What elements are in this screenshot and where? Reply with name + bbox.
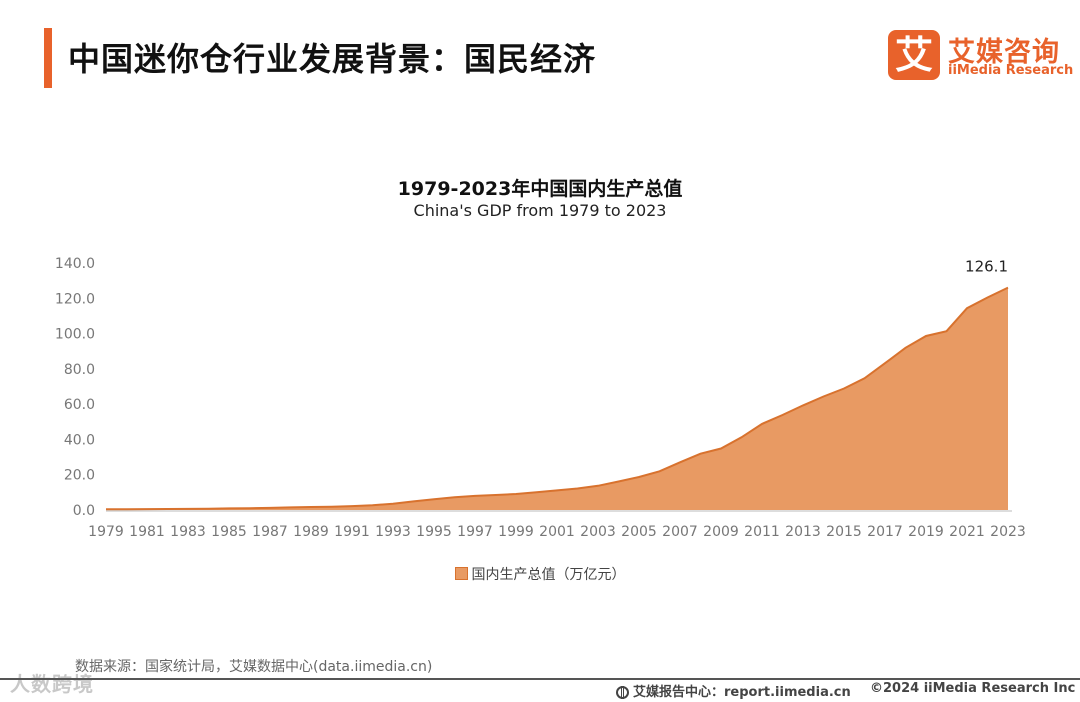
globe-icon bbox=[616, 686, 629, 699]
chart-title: 1979-2023年中国国内生产总值 bbox=[397, 178, 683, 200]
x-tick-label: 1979 bbox=[88, 524, 124, 540]
title-accent-bar bbox=[44, 28, 52, 88]
y-tick-label: 140.0 bbox=[55, 256, 95, 272]
y-tick-label: 120.0 bbox=[55, 291, 95, 307]
legend-swatch bbox=[454, 567, 468, 580]
x-tick-label: 2003 bbox=[580, 524, 616, 540]
x-tick-label: 1991 bbox=[334, 524, 370, 540]
x-tick-label: 1997 bbox=[457, 524, 493, 540]
x-tick-label: 2009 bbox=[703, 524, 739, 540]
x-tick-label: 2001 bbox=[539, 524, 575, 540]
x-tick-label: 1989 bbox=[293, 524, 329, 540]
gdp-area bbox=[106, 287, 1008, 510]
x-tick-label: 1995 bbox=[416, 524, 452, 540]
gdp-line bbox=[105, 286, 1009, 511]
legend-label: 国内生产总值（万亿元） bbox=[471, 567, 626, 583]
y-tick-label: 40.0 bbox=[64, 432, 95, 448]
footer-report-center: 艾媒报告中心：report.iimedia.cn bbox=[616, 681, 851, 700]
x-tick-label: 2019 bbox=[908, 524, 944, 540]
data-source: 数据来源：国家统计局，艾媒数据中心(data.iimedia.cn) bbox=[75, 659, 433, 675]
logo-name-en: iiMedia Research bbox=[948, 63, 1074, 78]
footer-copyright: ©2024 iiMedia Research Inc bbox=[870, 681, 1076, 696]
page-title: 中国迷你仓行业发展背景：国民经济 bbox=[68, 40, 597, 78]
logo-mark: 艾 bbox=[888, 30, 940, 80]
logo-name-cn: 艾媒咨询 bbox=[948, 37, 1060, 68]
footer-report-text: 艾媒报告中心：report.iimedia.cn bbox=[633, 685, 851, 700]
x-tick-label: 2011 bbox=[744, 524, 780, 540]
y-tick-label: 80.0 bbox=[64, 362, 95, 378]
x-tick-label: 2013 bbox=[785, 524, 821, 540]
footer-divider bbox=[0, 678, 1080, 680]
x-tick-label: 1987 bbox=[252, 524, 288, 540]
y-tick-label: 60.0 bbox=[64, 397, 95, 413]
data-label-2023: 126.1 bbox=[965, 258, 1008, 276]
x-tick-label: 1981 bbox=[129, 524, 165, 540]
x-tick-label: 2023 bbox=[990, 524, 1026, 540]
iimedia-logo: 艾 艾媒咨询 iiMedia Research bbox=[888, 30, 1073, 82]
x-tick-label: 1985 bbox=[211, 524, 247, 540]
x-tick-label: 1999 bbox=[498, 524, 534, 540]
x-tick-label: 2005 bbox=[621, 524, 657, 540]
watermark: 人数跨境 bbox=[10, 672, 94, 696]
x-tick-label: 1983 bbox=[170, 524, 206, 540]
x-tick-label: 1993 bbox=[375, 524, 411, 540]
y-tick-label: 100.0 bbox=[55, 327, 95, 343]
y-tick-label: 0.0 bbox=[73, 503, 95, 519]
x-tick-label: 2015 bbox=[826, 524, 862, 540]
x-tick-label: 2007 bbox=[662, 524, 698, 540]
y-tick-label: 20.0 bbox=[64, 468, 95, 484]
x-tick-label: 2017 bbox=[867, 524, 903, 540]
chart-legend: 国内生产总值（万亿元） bbox=[0, 564, 1080, 584]
chart-subtitle: China's GDP from 1979 to 2023 bbox=[413, 201, 667, 220]
x-tick-label: 2021 bbox=[949, 524, 985, 540]
